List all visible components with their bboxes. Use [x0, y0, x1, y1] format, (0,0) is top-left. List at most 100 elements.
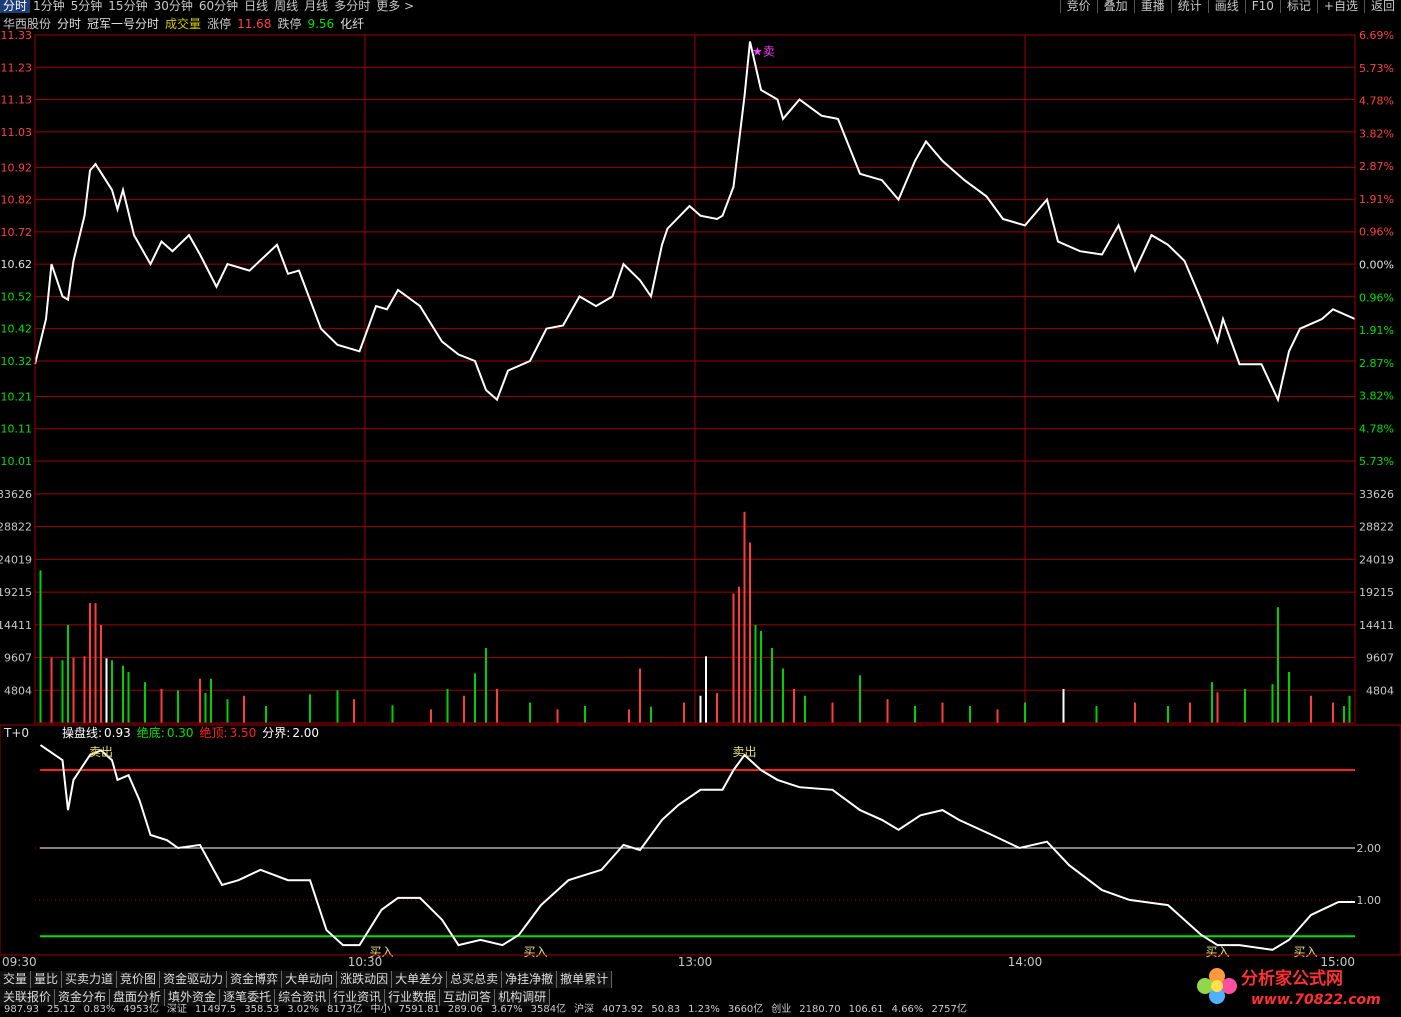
- volume-bar: [1167, 705, 1169, 723]
- indicator-tab[interactable]: 交量: [0, 971, 32, 988]
- param-value: 2.00: [292, 726, 319, 740]
- tool-button[interactable]: 叠加: [1096, 0, 1134, 13]
- tool-button[interactable]: +自选: [1316, 0, 1364, 13]
- info-tab[interactable]: 综合资讯: [275, 989, 331, 1006]
- period-tab[interactable]: 多分时: [334, 0, 371, 13]
- stock-header: 华西股份 分时 冠军一号分时 成交量 涨停 11.68 跌停 9.56 化纤: [0, 16, 367, 32]
- info-tab[interactable]: 填外资金: [165, 989, 221, 1006]
- y2-tick-label: 4.78%: [1359, 422, 1394, 435]
- period-tab[interactable]: 15分钟: [108, 0, 148, 13]
- period-tab[interactable]: 月线: [304, 0, 329, 13]
- y-tick-label: 10.42: [1, 323, 33, 336]
- indicator-tab[interactable]: 买卖力道: [62, 971, 118, 988]
- indicator-tab[interactable]: 净挂净撤: [502, 971, 558, 988]
- indicator-tab[interactable]: 总买总卖: [447, 971, 503, 988]
- indicator-tab[interactable]: 竞价图: [117, 971, 161, 988]
- volume-bar: [391, 705, 394, 723]
- volume-bar: [804, 695, 806, 723]
- status-item: 25.12: [47, 1004, 76, 1015]
- tool-button[interactable]: 标记: [1279, 0, 1317, 13]
- volume-bar: [243, 695, 245, 723]
- volume-bar: [556, 709, 559, 723]
- tool-button[interactable]: 统计: [1170, 0, 1208, 13]
- header-item: 涨停: [207, 17, 232, 31]
- volume-bar: [716, 693, 718, 723]
- line-series: [34, 41, 1356, 403]
- status-item: 8173亿: [327, 1004, 363, 1015]
- y2-tick-label: 3.82%: [1359, 127, 1394, 140]
- status-item: 沪深: [574, 1004, 595, 1015]
- period-tab[interactable]: 日线: [244, 0, 269, 13]
- indicator-tab[interactable]: 涨跌动因: [337, 971, 393, 988]
- period-tab[interactable]: 1分钟: [33, 0, 65, 13]
- volume-bar: [474, 673, 476, 723]
- watermark: 分析家公式网 www.70822.com: [1197, 968, 1381, 1008]
- param-name: 分界:: [262, 726, 290, 740]
- volume-bar: [1189, 702, 1191, 723]
- y2-tick-label: 0.96%: [1359, 291, 1394, 304]
- y-tick-label: 24019: [0, 553, 32, 566]
- status-item: 3660亿: [727, 1004, 764, 1015]
- tool-button[interactable]: 返回: [1363, 0, 1401, 13]
- tool-button[interactable]: F10: [1244, 0, 1280, 13]
- volume-bar: [94, 603, 97, 723]
- info-tab[interactable]: 机构调研: [495, 989, 551, 1006]
- info-tab[interactable]: 互动问答: [440, 989, 496, 1006]
- indicator-title: T+0: [3, 726, 29, 740]
- info-tab[interactable]: 盘面分析: [110, 989, 166, 1006]
- period-tab[interactable]: 60分钟: [198, 0, 239, 13]
- indicator-tab[interactable]: 撤单累计: [557, 971, 613, 988]
- volume-bar: [309, 694, 311, 723]
- tool-button[interactable]: 重播: [1133, 0, 1171, 13]
- volume-bar: [111, 660, 113, 723]
- volume-bar: [914, 705, 916, 723]
- param-name: 绝底:: [137, 725, 165, 740]
- signal-label: 卖出: [732, 745, 756, 759]
- indicator-tab[interactable]: 大单动向: [282, 971, 338, 988]
- info-tab[interactable]: 逐笔委托: [220, 989, 276, 1006]
- info-tab[interactable]: 资金分布: [55, 989, 111, 1006]
- indicator-tab[interactable]: 量比: [31, 971, 63, 988]
- y2-tick-label: 1.91%: [1359, 193, 1394, 206]
- signal-label: 买入: [1205, 945, 1229, 959]
- y2-tick-label: 28822: [1359, 521, 1394, 534]
- y2-tick-label: 3.82%: [1359, 389, 1394, 402]
- status-item: 3.67%: [490, 1004, 523, 1015]
- volume-bar: [529, 702, 531, 723]
- period-tab[interactable]: 30分钟: [153, 0, 193, 13]
- tool-button[interactable]: 竞价: [1059, 0, 1097, 13]
- status-item: 987.93: [4, 1004, 39, 1015]
- price-frame: [34, 34, 1356, 724]
- indicator-tab[interactable]: 大单差分: [392, 971, 448, 988]
- period-tab[interactable]: 分时: [0, 0, 31, 13]
- tool-button[interactable]: 画线: [1207, 0, 1245, 13]
- volume-bar: [105, 658, 108, 723]
- volume-bar: [199, 678, 201, 723]
- indicator-tab[interactable]: 资金驱动力: [160, 971, 228, 988]
- param-name: 绝顶:: [200, 725, 228, 740]
- y2-tick-label: 2.87%: [1359, 357, 1394, 370]
- period-menu: 分时 1分钟 5分钟 15分钟 30分钟 60分钟 日线 周线 月线 多分时 更多 >: [0, 0, 417, 13]
- volume-bar: [1244, 688, 1246, 723]
- indicator-tab[interactable]: 资金博弈: [227, 971, 283, 988]
- volume-bar: [831, 702, 834, 723]
- info-tab[interactable]: 关联报价: [0, 989, 56, 1006]
- status-item: 4.66%: [891, 1004, 924, 1015]
- volume-bar: [699, 695, 702, 723]
- y2-tick-label: 14411: [1359, 619, 1394, 632]
- period-tab[interactable]: 周线: [274, 0, 299, 13]
- watermark-url: www.70822.com: [1251, 992, 1381, 1008]
- y-tick-label: 10.72: [1, 226, 33, 239]
- flower-icon: [1197, 968, 1237, 1004]
- volume-bar: [160, 688, 163, 723]
- signal-label: 卖出: [89, 745, 113, 759]
- info-tab[interactable]: 行业数据: [385, 989, 441, 1006]
- y-tick-label: 10.82: [1, 194, 33, 207]
- info-tab[interactable]: 行业资讯: [330, 989, 386, 1006]
- status-item: 358.53: [244, 1004, 280, 1015]
- param-name: 操盘线:: [62, 725, 102, 740]
- period-tab[interactable]: 更多 >: [376, 0, 415, 13]
- x-tick-label: 10:30: [348, 955, 383, 969]
- period-tab[interactable]: 5分钟: [70, 0, 103, 13]
